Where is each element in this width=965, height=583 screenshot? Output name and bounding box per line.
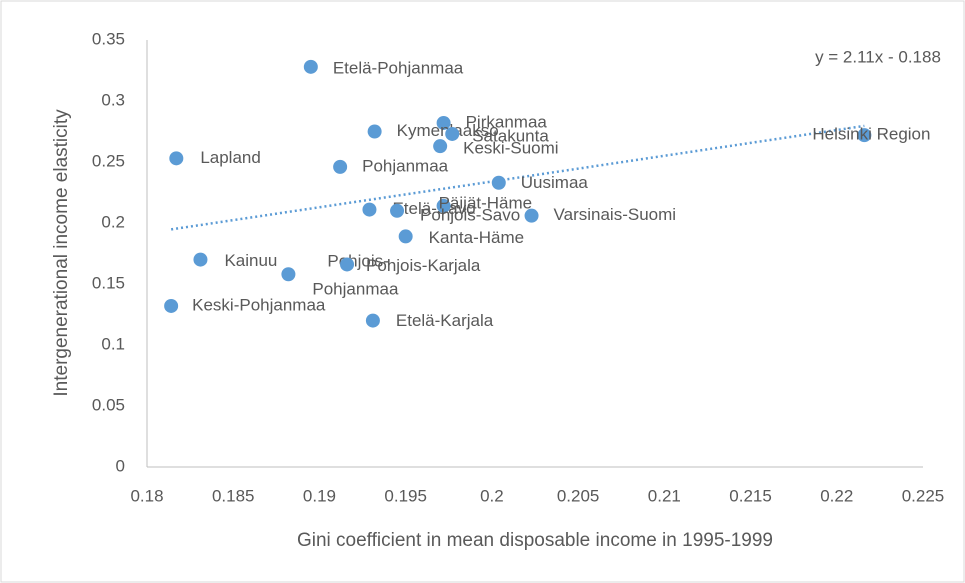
data-label: Pirkanmaa xyxy=(466,112,548,131)
x-tick-label: 0.2 xyxy=(480,486,504,505)
data-point xyxy=(857,128,872,143)
data-point xyxy=(365,313,380,328)
data-label: Kainuu xyxy=(224,251,277,270)
data-point xyxy=(433,139,448,154)
data-label: Varsinais-Suomi xyxy=(554,205,677,224)
data-point xyxy=(164,298,179,313)
data-point xyxy=(367,124,382,139)
x-tick-label: 0.215 xyxy=(729,486,772,505)
data-label: Pohjois-Karjala xyxy=(366,256,481,275)
data-point xyxy=(303,59,318,74)
y-tick-label: 0.15 xyxy=(92,273,125,292)
data-label: Kanta-Häme xyxy=(429,228,524,247)
y-tick-label: 0.1 xyxy=(101,334,125,353)
data-point xyxy=(169,151,184,166)
x-tick-label: 0.225 xyxy=(902,486,945,505)
data-point xyxy=(436,198,451,213)
x-tick-label: 0.185 xyxy=(212,486,255,505)
data-point xyxy=(398,229,413,244)
x-tick-label: 0.18 xyxy=(130,486,163,505)
data-point xyxy=(281,267,296,282)
y-axis-title: Intergenerational income elasticity xyxy=(51,109,72,397)
data-point xyxy=(445,126,460,141)
y-tick-label: 0.35 xyxy=(92,29,125,48)
data-point xyxy=(193,252,208,267)
data-point xyxy=(333,159,348,174)
y-tick-label: 0.2 xyxy=(101,212,125,231)
data-point xyxy=(362,202,377,217)
y-tick-label: 0.3 xyxy=(101,90,125,109)
data-label: Pohjois-Savo xyxy=(420,205,520,224)
data-point xyxy=(524,208,539,223)
x-tick-label: 0.22 xyxy=(820,486,853,505)
y-tick-label: 0.05 xyxy=(92,395,125,414)
data-label: Etelä-Pohjanmaa xyxy=(333,58,464,77)
trendline xyxy=(170,124,865,231)
x-axis-title: Gini coefficient in mean disposable inco… xyxy=(297,530,773,551)
x-tick-label: 0.195 xyxy=(384,486,427,505)
x-tick-label: 0.205 xyxy=(557,486,600,505)
data-label: Keski-Suomi xyxy=(463,139,558,158)
data-label: Satakunta xyxy=(472,126,549,145)
y-tick-label: 0 xyxy=(116,456,125,475)
data-label: Uusimaa xyxy=(521,173,589,192)
data-point xyxy=(491,175,506,190)
data-label: Helsinki Region xyxy=(812,125,930,144)
data-label: Pohjanmaa xyxy=(362,156,449,175)
data-point xyxy=(390,203,405,218)
data-point xyxy=(436,115,451,130)
data-label: Päijät-Häme xyxy=(439,193,533,212)
data-label: Etelä-Savo xyxy=(392,199,475,218)
data-label: Keski-Pohjanmaa xyxy=(192,295,326,314)
x-tick-label: 0.21 xyxy=(648,486,681,505)
data-label: Lapland xyxy=(200,148,261,167)
data-label: Etelä-Karjala xyxy=(396,311,494,330)
trendline-label: y = 2.11x - 0.188 xyxy=(815,47,941,66)
data-point xyxy=(340,257,355,272)
x-tick-label: 0.19 xyxy=(303,486,336,505)
data-label: Pohjanmaa xyxy=(312,280,399,299)
y-tick-label: 0.25 xyxy=(92,151,125,170)
